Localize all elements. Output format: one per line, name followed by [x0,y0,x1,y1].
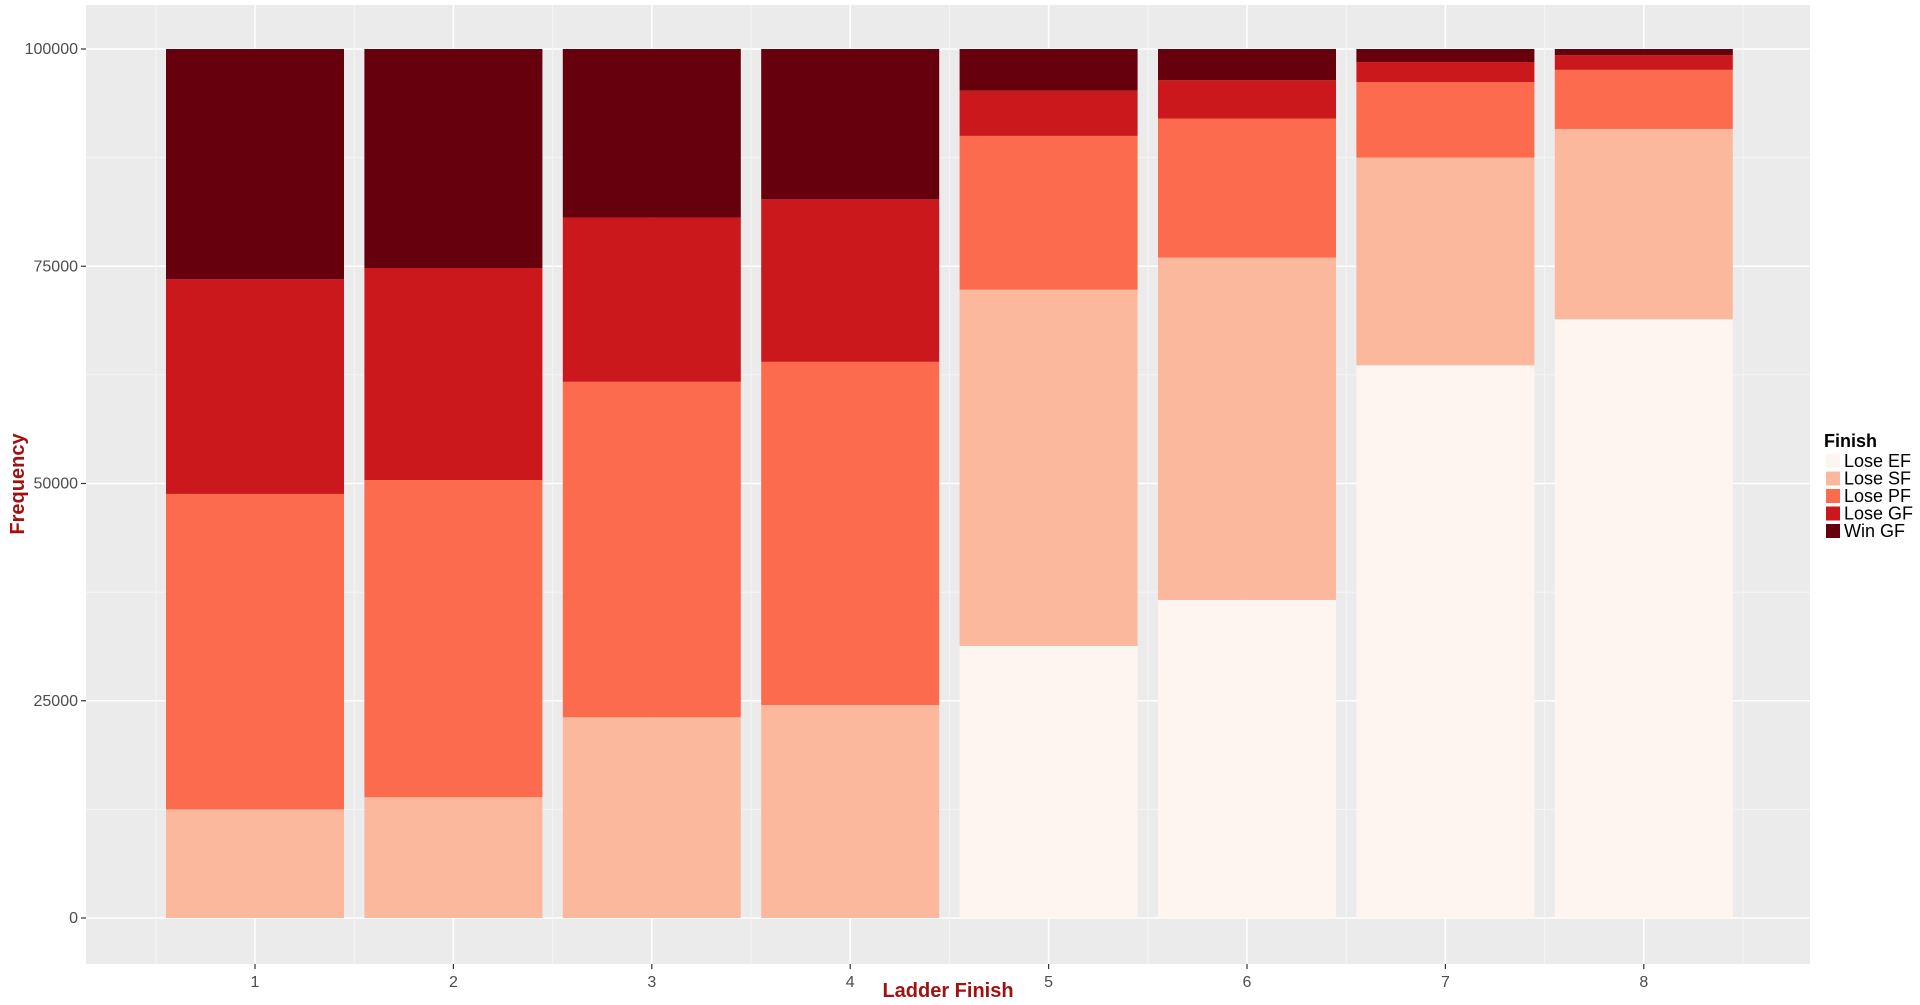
bar-win-gf-6 [1158,49,1336,81]
x-tick-label: 3 [647,974,656,991]
bar-lose-gf-1 [166,279,344,494]
legend-swatch [1826,524,1840,538]
legend-swatch [1826,454,1840,468]
bar-win-gf-2 [364,49,543,268]
x-tick-label: 2 [449,974,458,991]
bar-lose-sf-1 [166,809,344,918]
y-tick-label: 75000 [34,258,79,275]
bar-lose-pf-6 [1158,118,1336,258]
bar-lose-sf-3 [562,717,741,918]
bar-lose-gf-3 [562,217,741,382]
bar-lose-pf-3 [562,381,741,718]
legend-title: Finish [1824,431,1877,451]
x-tick-label: 4 [846,974,855,991]
bar-win-gf-1 [166,49,344,280]
y-tick-label: 100000 [25,41,78,58]
plot-panel [86,5,1810,964]
x-tick-label: 8 [1639,974,1648,991]
bar-lose-gf-8 [1554,55,1733,70]
bar-lose-gf-4 [761,199,940,362]
bar-lose-ef-6 [1158,599,1336,918]
bar-lose-sf-6 [1158,257,1336,600]
bar-lose-sf-7 [1356,157,1535,366]
bar-win-gf-8 [1554,49,1733,56]
bar-lose-sf-4 [761,705,940,918]
legend-label: Lose SF [1844,469,1911,489]
x-tick-label: 1 [251,974,260,991]
bar-win-gf-4 [761,49,940,200]
bar-lose-sf-8 [1554,128,1733,320]
y-tick-label: 50000 [34,476,79,493]
legend-swatch [1826,506,1840,521]
y-tick-label: 0 [69,910,78,927]
bar-lose-gf-6 [1158,80,1336,119]
legend-swatch [1826,489,1840,503]
legend-swatch [1826,471,1840,486]
bar-lose-sf-2 [364,797,543,918]
bar-win-gf-3 [562,49,741,218]
bar-lose-pf-1 [166,493,344,810]
bar-lose-gf-2 [364,267,543,481]
bar-lose-ef-8 [1554,319,1733,918]
x-tick-label: 6 [1243,974,1252,991]
bar-lose-pf-8 [1554,69,1733,129]
y-axis-title: Frequency [7,433,29,535]
legend-label: Win GF [1844,521,1905,541]
legend-label: Lose GF [1844,504,1913,524]
bar-lose-pf-7 [1356,82,1535,158]
bar-win-gf-5 [959,49,1138,91]
bar-lose-gf-5 [959,90,1138,136]
x-tick-label: 5 [1044,974,1053,991]
bar-lose-pf-4 [761,361,940,706]
legend-label: Lose PF [1844,486,1911,506]
bar-win-gf-7 [1356,49,1535,63]
bar-lose-ef-7 [1356,365,1535,918]
bars [166,49,1733,918]
bar-lose-pf-2 [364,480,543,798]
legend-label: Lose EF [1844,451,1911,471]
y-tick-label: 25000 [34,693,79,710]
bar-lose-pf-5 [959,135,1138,290]
bar-lose-gf-7 [1356,62,1535,83]
x-axis-title: Ladder Finish [882,980,1013,1002]
bar-lose-ef-5 [959,646,1138,918]
bar-lose-sf-5 [959,289,1138,647]
x-axis: 1 2 3 4 5 6 7 8 [251,964,1648,991]
y-axis: 0 25000 50000 75000 100000 [25,41,86,927]
x-tick-label: 7 [1441,974,1450,991]
